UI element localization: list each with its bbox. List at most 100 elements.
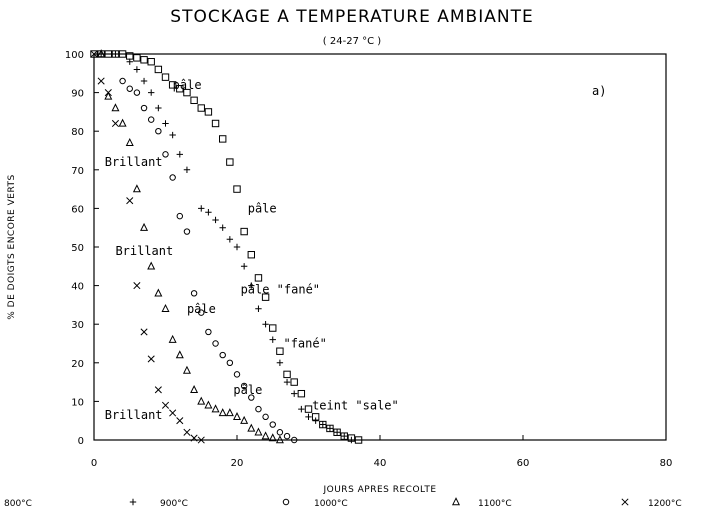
- point-1000c: [248, 394, 255, 401]
- point-1000c: [183, 228, 191, 235]
- chart-subtitle: ( 24-27 °C ): [323, 36, 381, 47]
- legend-label-1100c: 1100°C: [478, 499, 512, 509]
- point-1100c: [104, 91, 113, 100]
- y-tick-label: 0: [78, 436, 84, 447]
- point-1000c: [290, 436, 298, 444]
- x-tick-label: 0: [91, 458, 97, 469]
- point-1100c: [111, 103, 120, 112]
- point-800c: [219, 135, 227, 143]
- point-1000c: [233, 371, 241, 378]
- point-1100c: [218, 408, 227, 417]
- point-800c: [240, 227, 248, 236]
- point-1100c: [204, 400, 213, 409]
- point-1000c: [212, 340, 219, 347]
- plot-frame: [93, 53, 667, 441]
- point-1200c: [140, 328, 148, 336]
- panel-label: a): [592, 84, 606, 98]
- point-1100c: [268, 433, 277, 442]
- point-800c: [254, 274, 263, 282]
- point-1100c: [161, 303, 170, 312]
- point-1000c: [269, 421, 276, 428]
- x-tick-label: 40: [374, 458, 387, 469]
- point-1100c: [254, 427, 263, 436]
- legend: 800°C 900°C 1000°C 1100°C 1200°C: [4, 497, 682, 509]
- x-tick-label: 60: [517, 458, 530, 469]
- point-1100c: [147, 261, 156, 270]
- point-900c: [276, 359, 284, 366]
- point-900c: [333, 429, 341, 436]
- point-1200c: [197, 436, 205, 444]
- point-1000c: [162, 151, 169, 158]
- point-1100c: [275, 435, 284, 444]
- point-800c: [197, 104, 205, 112]
- point-1100c: [168, 334, 177, 343]
- point-1100c: [225, 408, 234, 417]
- x-tick-label: 20: [231, 458, 244, 469]
- point-900c: [226, 236, 234, 243]
- point-900c: [112, 50, 119, 58]
- point-1000c: [126, 85, 133, 92]
- point-900c: [126, 58, 133, 65]
- annotation: pâle: [248, 201, 277, 215]
- annotation: teint "sale": [312, 398, 399, 412]
- point-900c: [269, 336, 276, 343]
- y-tick-label: 70: [71, 166, 84, 177]
- legend-marker-1100c: [451, 497, 461, 506]
- data-marks: [90, 49, 363, 444]
- y-tick-label: 50: [71, 243, 84, 254]
- point-1200c: [147, 355, 155, 363]
- annotation: "fané": [283, 337, 326, 351]
- point-800c: [247, 251, 256, 259]
- point-1100c: [175, 350, 184, 359]
- point-1000c: [119, 77, 126, 85]
- point-900c: [133, 66, 141, 73]
- point-800c: [118, 50, 127, 58]
- point-900c: [155, 104, 162, 112]
- point-900c: [219, 224, 226, 231]
- annotation: Brillant: [115, 244, 173, 258]
- point-800c: [290, 378, 298, 386]
- y-tick-label: 60: [71, 204, 84, 215]
- point-800c: [276, 347, 284, 355]
- legend-label-1200c: 1200°C: [648, 499, 682, 509]
- point-900c: [305, 413, 312, 421]
- y-tick-label: 10: [71, 397, 84, 408]
- point-800c: [304, 405, 313, 413]
- point-900c: [205, 209, 212, 216]
- point-1100c: [232, 412, 242, 421]
- point-800c: [168, 81, 177, 89]
- point-800c: [233, 185, 241, 193]
- point-1000c: [283, 432, 291, 440]
- point-1000c: [255, 405, 262, 413]
- point-900c: [312, 417, 319, 424]
- point-900c: [262, 321, 269, 328]
- annotations: pâle Brillant pâle Brillant pâle "fané" pâle "…: [105, 78, 399, 422]
- y-tick-label: 20: [71, 359, 84, 370]
- annotation: Brillant: [105, 408, 163, 422]
- point-800c: [204, 108, 213, 116]
- point-900c: [169, 131, 176, 139]
- point-1100c: [140, 222, 149, 231]
- point-1000c: [198, 309, 205, 316]
- y-tick-label: 90: [71, 89, 84, 100]
- point-1200c: [161, 401, 170, 409]
- point-900c: [283, 378, 291, 386]
- point-800c: [90, 50, 98, 58]
- point-1200c: [176, 417, 184, 425]
- point-1200c: [133, 282, 141, 290]
- point-800c: [140, 56, 148, 64]
- point-1200c: [104, 89, 112, 97]
- y-tick-label: 30: [71, 320, 84, 331]
- point-900c: [255, 305, 262, 312]
- y-axis-label: % DE DOIGTS ENCORE VERTS: [7, 174, 17, 320]
- series-1100c: [97, 49, 284, 444]
- point-800c: [154, 65, 163, 74]
- point-900c: [298, 405, 305, 413]
- series-1000c: [119, 77, 298, 444]
- point-1200c: [97, 77, 105, 85]
- point-1000c: [240, 382, 248, 390]
- point-800c: [133, 54, 141, 62]
- point-800c: [354, 436, 363, 444]
- point-800c: [161, 73, 170, 81]
